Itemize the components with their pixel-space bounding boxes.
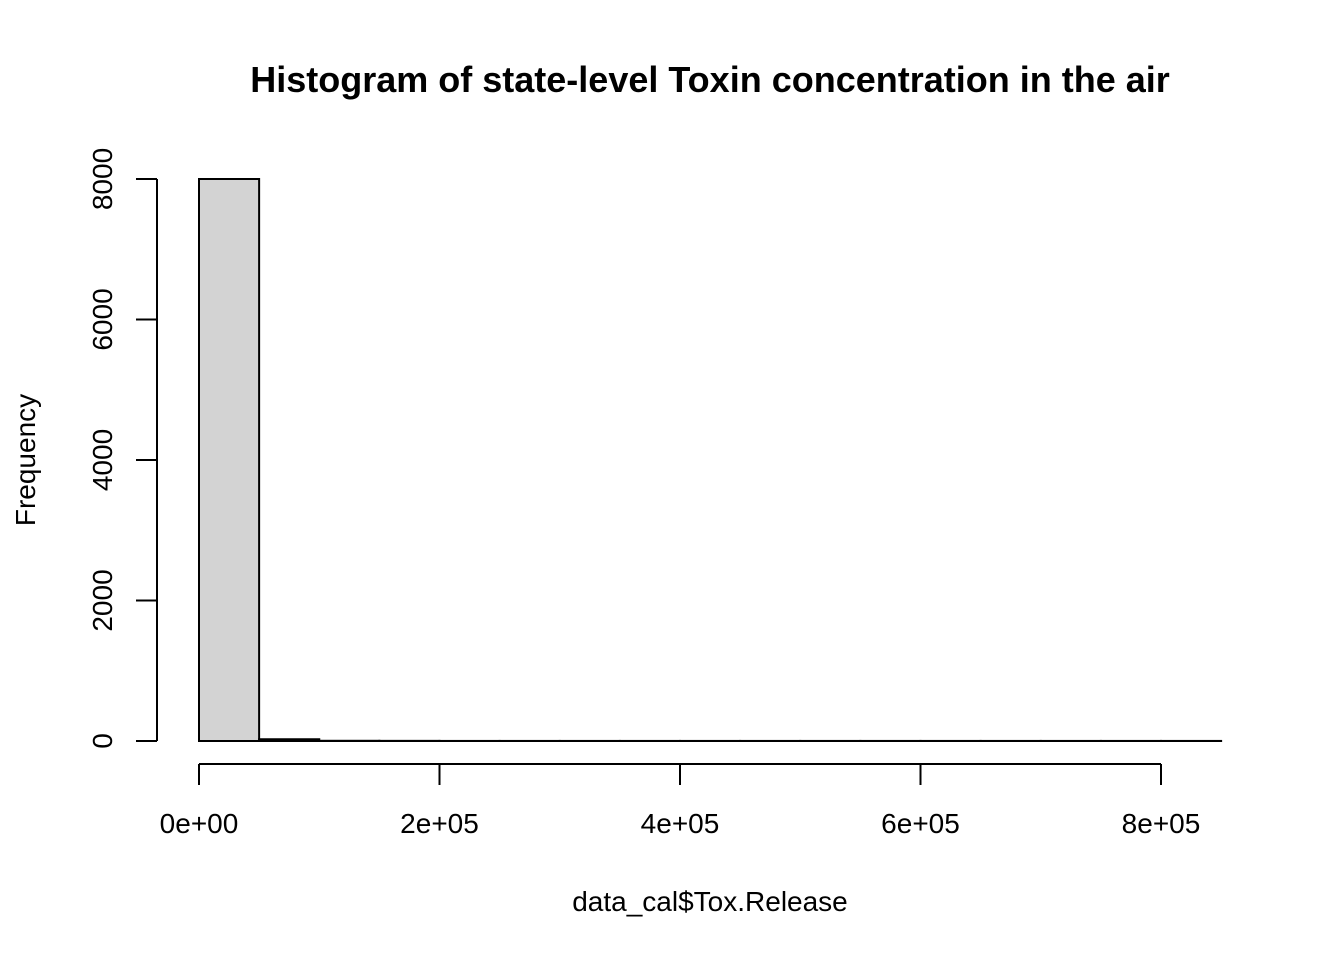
x-tick-label-4: 6e+05 <box>881 808 960 839</box>
x-axis-label: data_cal$Tox.Release <box>572 886 848 917</box>
y-tick-label-2: 2000 <box>87 569 118 631</box>
chart-title: Histogram of state-level Toxin concentra… <box>250 59 1170 100</box>
x-tick-label-5: 8e+05 <box>1122 808 1201 839</box>
y-tick-label-4: 6000 <box>87 288 118 350</box>
x-tick-label-2: 2e+05 <box>400 808 479 839</box>
y-tick-label-3: 4000 <box>87 429 118 491</box>
histogram-bar-2 <box>259 739 319 741</box>
bars-group <box>199 179 1221 741</box>
x-tick-label-1: 0e+00 <box>160 808 239 839</box>
x-tick-label-3: 4e+05 <box>641 808 720 839</box>
y-axis: 0 2000 4000 6000 8000 <box>87 148 157 749</box>
y-tick-label-5: 8000 <box>87 148 118 210</box>
histogram-bar-1 <box>199 179 259 741</box>
y-tick-label-1: 0 <box>87 733 118 749</box>
y-axis-label: Frequency <box>10 394 41 526</box>
x-axis: 0e+00 2e+05 4e+05 6e+05 8e+05 <box>160 764 1201 839</box>
